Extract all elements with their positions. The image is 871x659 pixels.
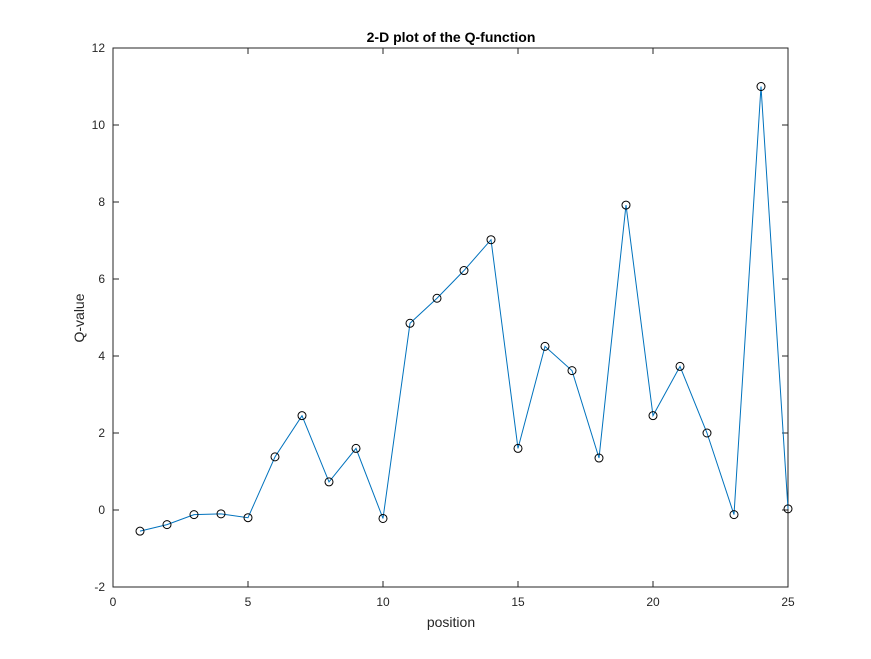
data-point-marker: [432, 293, 442, 303]
data-point-marker: [351, 443, 361, 453]
data-point-marker: [675, 361, 685, 371]
data-point-marker: [270, 452, 280, 462]
data-point-marker: [594, 453, 604, 463]
y-tick-label: 2: [98, 426, 105, 440]
x-tick-label: 5: [245, 595, 252, 609]
x-axis-label: position: [427, 614, 475, 630]
y-tick-label: -2: [94, 580, 105, 594]
series-line: [139, 86, 789, 532]
axis-ticks: [112, 47, 789, 588]
data-point-marker: [756, 82, 766, 91]
axes-box: [112, 47, 789, 588]
data-point-marker: [648, 411, 658, 421]
data-point-marker: [621, 200, 631, 210]
data-point-marker: [216, 509, 226, 519]
data-point-marker: [459, 266, 469, 276]
data-point-marker: [513, 443, 523, 453]
y-tick-label: 6: [98, 272, 105, 286]
x-tick-label: 25: [781, 595, 795, 609]
q-value-series: [135, 82, 793, 536]
y-tick-label: 4: [98, 349, 105, 363]
x-tick-label: 10: [376, 595, 390, 609]
y-axis-label: Q-value: [71, 293, 87, 342]
y-tick-label: 10: [92, 118, 106, 132]
data-point-marker: [486, 235, 496, 245]
y-tick-label: 0: [98, 503, 105, 517]
data-point-marker: [567, 366, 577, 376]
y-tick-label: 12: [92, 41, 106, 55]
x-tick-label: 15: [511, 595, 525, 609]
data-point-marker: [243, 513, 253, 523]
y-tick-label: 8: [98, 195, 105, 209]
data-point-marker: [162, 520, 172, 530]
data-point-marker: [297, 411, 307, 421]
x-tick-label: 0: [110, 595, 117, 609]
data-point-marker: [189, 510, 199, 520]
plot-area-frame: [112, 47, 789, 588]
chart-title: 2-D plot of the Q-function: [367, 29, 536, 45]
data-point-marker: [729, 510, 739, 520]
data-point-marker: [702, 428, 712, 438]
data-point-marker: [783, 504, 793, 514]
data-point-marker: [378, 513, 388, 523]
data-point-marker: [135, 526, 145, 536]
x-tick-label: 20: [646, 595, 660, 609]
data-point-marker: [540, 341, 550, 351]
data-point-marker: [405, 318, 415, 328]
data-point-marker: [324, 477, 334, 487]
tick-labels: 0 5 10 15 20 25 -2 0 2 4 6 8 10 12: [92, 41, 795, 609]
